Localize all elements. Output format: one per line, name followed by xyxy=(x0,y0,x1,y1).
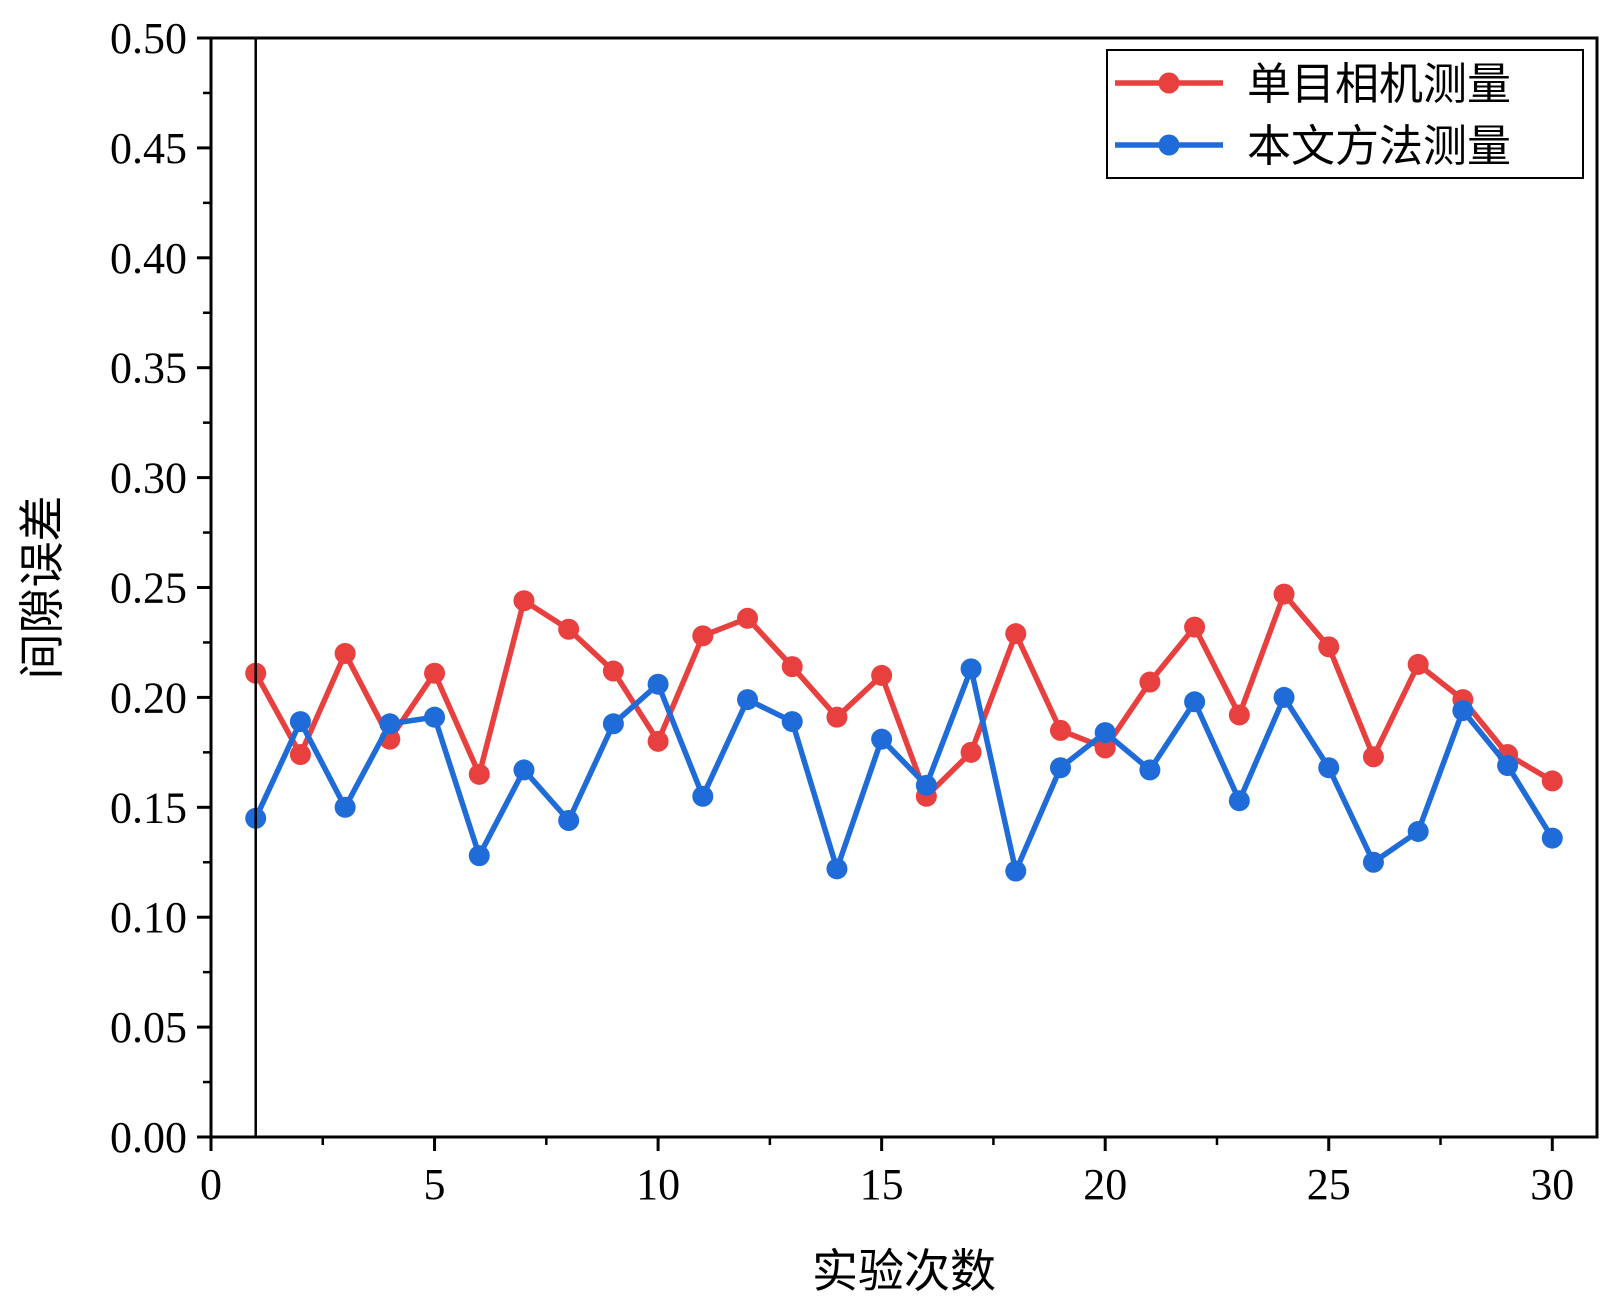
y-tick-label: 0.20 xyxy=(110,673,187,722)
series-1-point xyxy=(1362,746,1384,768)
series-1-point xyxy=(1407,653,1429,675)
series-2-point xyxy=(781,711,803,733)
series-2-point xyxy=(424,706,446,728)
legend-label-2: 本文方法测量 xyxy=(1247,121,1511,172)
x-tick-label: 20 xyxy=(1083,1160,1127,1209)
series-1-point xyxy=(289,744,311,766)
series-2-point xyxy=(871,728,893,750)
series-2-point xyxy=(289,711,311,733)
series-1-point xyxy=(1139,671,1161,693)
series-1-point xyxy=(960,741,982,763)
y-tick-label: 0.00 xyxy=(110,1113,187,1162)
y-tick-label: 0.35 xyxy=(110,344,187,393)
legend-marker-1 xyxy=(1158,72,1180,94)
series-2-point xyxy=(1049,757,1071,779)
series-2-point xyxy=(960,658,982,680)
x-tick-label: 10 xyxy=(636,1160,680,1209)
x-tick-label: 30 xyxy=(1530,1160,1574,1209)
series-2-point xyxy=(1273,686,1295,708)
axes-layer: 0.00 0.05 0.10 0.15 0.20 0.25 0.30 0.35 0.40 0.45… xyxy=(110,14,1599,1209)
series-2-point xyxy=(647,673,669,695)
y-tick-label: 0.30 xyxy=(110,454,187,503)
series-layer xyxy=(245,583,1563,882)
series-1-point xyxy=(871,664,893,686)
series-2-point xyxy=(558,809,580,831)
series-2-point xyxy=(1005,860,1027,882)
x-tick-label: 25 xyxy=(1307,1160,1351,1209)
series-1-point xyxy=(1318,636,1340,658)
y-tick-label: 0.45 xyxy=(110,124,187,173)
series-2-point xyxy=(1228,790,1250,812)
series-2-point xyxy=(602,713,624,735)
series-1-point xyxy=(1049,719,1071,741)
series-1-point xyxy=(737,607,759,629)
legend-label-1: 单目相机测量 xyxy=(1247,59,1511,110)
y-tick-label: 0.05 xyxy=(110,1003,187,1052)
series-2-point xyxy=(1094,722,1116,744)
series-1-point xyxy=(424,662,446,684)
series-2-point xyxy=(379,713,401,735)
series-1-point xyxy=(558,618,580,640)
series-2-point xyxy=(1452,700,1474,722)
series-2-point xyxy=(1541,827,1563,849)
series-2-point xyxy=(1407,820,1429,842)
series-line-2 xyxy=(253,666,1555,874)
x-tick-label: 0 xyxy=(200,1160,222,1209)
series-1-point xyxy=(513,590,535,612)
series-2-point xyxy=(513,759,535,781)
series-2-point xyxy=(1139,759,1161,781)
series-2-point xyxy=(915,774,937,796)
series-1-point xyxy=(781,656,803,678)
series-2-point xyxy=(468,845,490,867)
series-1-point xyxy=(1273,583,1295,605)
series-1-point xyxy=(1005,623,1027,645)
y-tick-label: 0.25 xyxy=(110,564,187,613)
series-1-point xyxy=(602,660,624,682)
x-axis-title: 实验次数 xyxy=(812,1244,996,1298)
series-2-point xyxy=(1318,757,1340,779)
series-2-point xyxy=(826,858,848,880)
series-1-point xyxy=(1184,616,1206,638)
legend-marker-2 xyxy=(1158,134,1180,156)
y-tick-label: 0.15 xyxy=(110,783,187,832)
y-axis-title: 间隙误差 xyxy=(15,496,69,680)
y-tick-label: 0.10 xyxy=(110,893,187,942)
series-2-point xyxy=(1497,755,1519,777)
series-line-1 xyxy=(253,591,1554,800)
series-1-point xyxy=(1094,737,1116,759)
series-2-point xyxy=(737,689,759,711)
series-2-point xyxy=(334,796,356,818)
series-1-point xyxy=(334,642,356,664)
y-tick-label: 0.50 xyxy=(110,14,187,63)
series-1-point xyxy=(1541,770,1563,792)
series-2-point xyxy=(1184,691,1206,713)
x-tick-label: 15 xyxy=(860,1160,904,1209)
series-1-point xyxy=(692,625,714,647)
series-1-point xyxy=(1228,704,1250,726)
plot-frame xyxy=(209,36,1599,1139)
y-tick-label: 0.40 xyxy=(110,234,187,283)
series-1-point xyxy=(647,730,669,752)
x-tick-label: 5 xyxy=(424,1160,446,1209)
legend-box xyxy=(1106,49,1584,179)
series-1-point xyxy=(468,763,490,785)
series-2-point xyxy=(692,785,714,807)
series-2-point xyxy=(1362,851,1384,873)
series-1-point xyxy=(826,706,848,728)
